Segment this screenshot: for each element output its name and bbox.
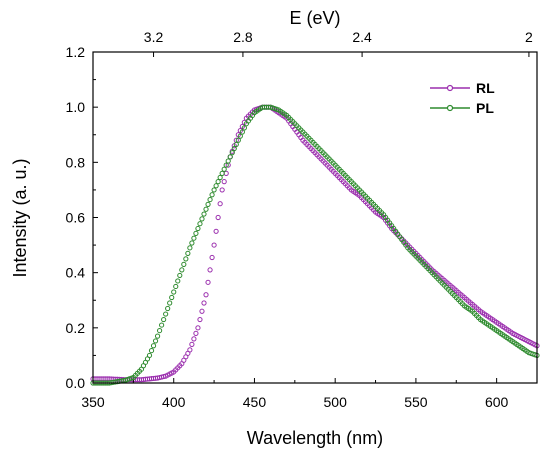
data-point <box>169 294 175 301</box>
x-tick-label: 400 <box>162 394 186 410</box>
data-point <box>201 300 207 306</box>
top-tick-label: 3.2 <box>144 29 164 45</box>
data-point <box>165 305 171 312</box>
data-point <box>193 330 199 336</box>
data-point <box>157 327 163 334</box>
data-point <box>146 352 153 359</box>
data-point <box>167 300 173 306</box>
legend-label: PL <box>476 100 494 116</box>
data-point <box>177 272 183 279</box>
data-point <box>187 347 193 353</box>
data-point <box>225 158 231 164</box>
x-axis-title: Wavelength (nm) <box>247 428 383 448</box>
data-point <box>197 316 203 323</box>
y-tick-label: 0.8 <box>66 154 86 170</box>
top-tick-label: 2 <box>525 29 533 45</box>
data-point <box>241 125 247 131</box>
y-tick-label: 0.6 <box>66 210 86 226</box>
x-tick-label: 600 <box>485 394 509 410</box>
data-point <box>227 154 233 160</box>
series-layer <box>90 104 540 386</box>
data-point <box>211 187 217 193</box>
data-point <box>175 278 181 284</box>
legend: RL PL <box>430 80 495 116</box>
data-point <box>195 325 201 331</box>
data-point <box>209 192 215 198</box>
data-point <box>193 230 199 236</box>
data-point <box>154 333 161 339</box>
data-point <box>179 267 185 273</box>
data-point <box>215 179 221 185</box>
x-tick-label: 450 <box>243 394 267 410</box>
data-point <box>199 308 205 314</box>
data-point <box>217 201 223 207</box>
y-tick-label: 0.4 <box>66 265 86 281</box>
data-point <box>171 289 177 295</box>
y-axis-title: Intensity (a. u.) <box>10 158 30 277</box>
y-tick-label: 0.2 <box>66 320 86 336</box>
data-point <box>163 311 169 317</box>
data-point <box>229 150 235 156</box>
data-point <box>189 240 195 246</box>
data-point <box>221 179 227 185</box>
data-point <box>195 225 201 232</box>
top-tick-label: 2.8 <box>233 29 253 45</box>
legend-marker <box>446 104 454 112</box>
axis-layer: 350 400 450 500 550 600 0.0 0.2 0.4 0.6 0.8 1.0 1.2 3… <box>66 29 538 410</box>
data-point <box>201 211 207 217</box>
legend-item-pl: PL <box>430 100 494 116</box>
data-point <box>235 137 241 143</box>
x-tick-label: 550 <box>404 394 428 410</box>
top-tick-label: 2.4 <box>352 29 372 45</box>
x-tick-label: 350 <box>81 394 105 410</box>
y-tick-label: 1.2 <box>66 44 86 60</box>
data-point <box>207 267 213 273</box>
data-point <box>152 338 159 344</box>
legend-item-rl: RL <box>430 80 495 96</box>
data-point <box>217 174 223 181</box>
data-point <box>213 228 219 234</box>
data-point <box>183 256 189 262</box>
data-point <box>203 292 209 298</box>
data-point <box>205 279 211 285</box>
data-point <box>191 235 197 241</box>
top-axis-title: E (eV) <box>289 8 340 28</box>
data-point <box>231 145 237 152</box>
data-point <box>215 214 221 221</box>
legend-label: RL <box>476 80 495 96</box>
data-point <box>211 242 217 248</box>
data-point <box>150 343 157 349</box>
y-tick-label: 0.0 <box>66 375 86 391</box>
data-point <box>223 162 229 168</box>
data-point <box>221 166 227 172</box>
data-point <box>159 322 165 328</box>
series-pl <box>90 104 540 386</box>
data-point <box>161 316 167 323</box>
data-point <box>207 196 213 203</box>
data-point <box>197 221 203 227</box>
data-point <box>237 133 243 139</box>
x-tick-label: 500 <box>324 394 348 410</box>
data-point <box>219 187 225 193</box>
data-point <box>191 336 197 342</box>
data-point <box>173 283 179 290</box>
data-point <box>148 347 155 354</box>
data-point <box>209 254 215 261</box>
data-point <box>239 129 245 135</box>
data-point <box>219 170 225 176</box>
plot-frame <box>92 51 538 384</box>
data-point <box>185 250 191 256</box>
legend-marker <box>446 84 454 92</box>
data-point <box>187 245 193 251</box>
data-point <box>199 216 205 222</box>
data-point <box>233 141 239 148</box>
data-point <box>213 183 219 189</box>
data-point <box>203 206 209 212</box>
y-tick-label: 1.0 <box>66 99 86 115</box>
data-point <box>189 341 195 347</box>
data-point <box>205 201 211 207</box>
data-point <box>181 261 187 267</box>
